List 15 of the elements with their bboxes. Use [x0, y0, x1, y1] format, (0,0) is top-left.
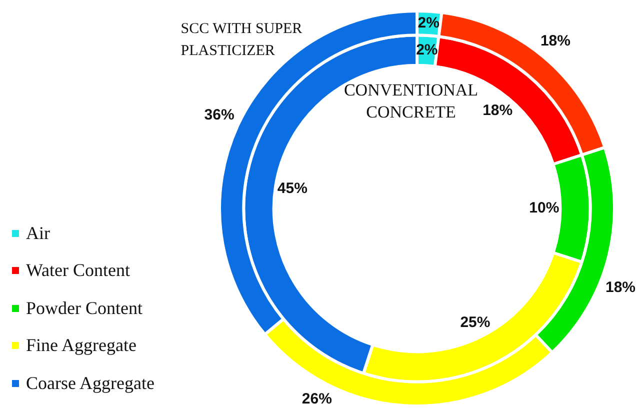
legend-label: Coarse Aggregate — [26, 372, 154, 394]
legend-label: Fine Aggregate — [26, 335, 136, 356]
data-label: 18% — [605, 278, 636, 296]
legend-label: Powder Content — [26, 298, 142, 319]
legend-label: Water Content — [26, 260, 130, 282]
data-label: 45% — [277, 180, 308, 197]
data-label: 18% — [482, 102, 513, 120]
data-label: 26% — [302, 390, 332, 408]
slice-label: SCC WITH SUPER PLASTICIZER — [180, 20, 302, 59]
data-label: 25% — [460, 314, 490, 331]
slice-label: CONVENTIONAL CONCRETE — [344, 80, 478, 122]
legend-label: Air — [26, 222, 50, 244]
data-label: 36% — [204, 106, 234, 124]
data-label: 18% — [540, 32, 570, 50]
data-label: 10% — [529, 200, 560, 217]
